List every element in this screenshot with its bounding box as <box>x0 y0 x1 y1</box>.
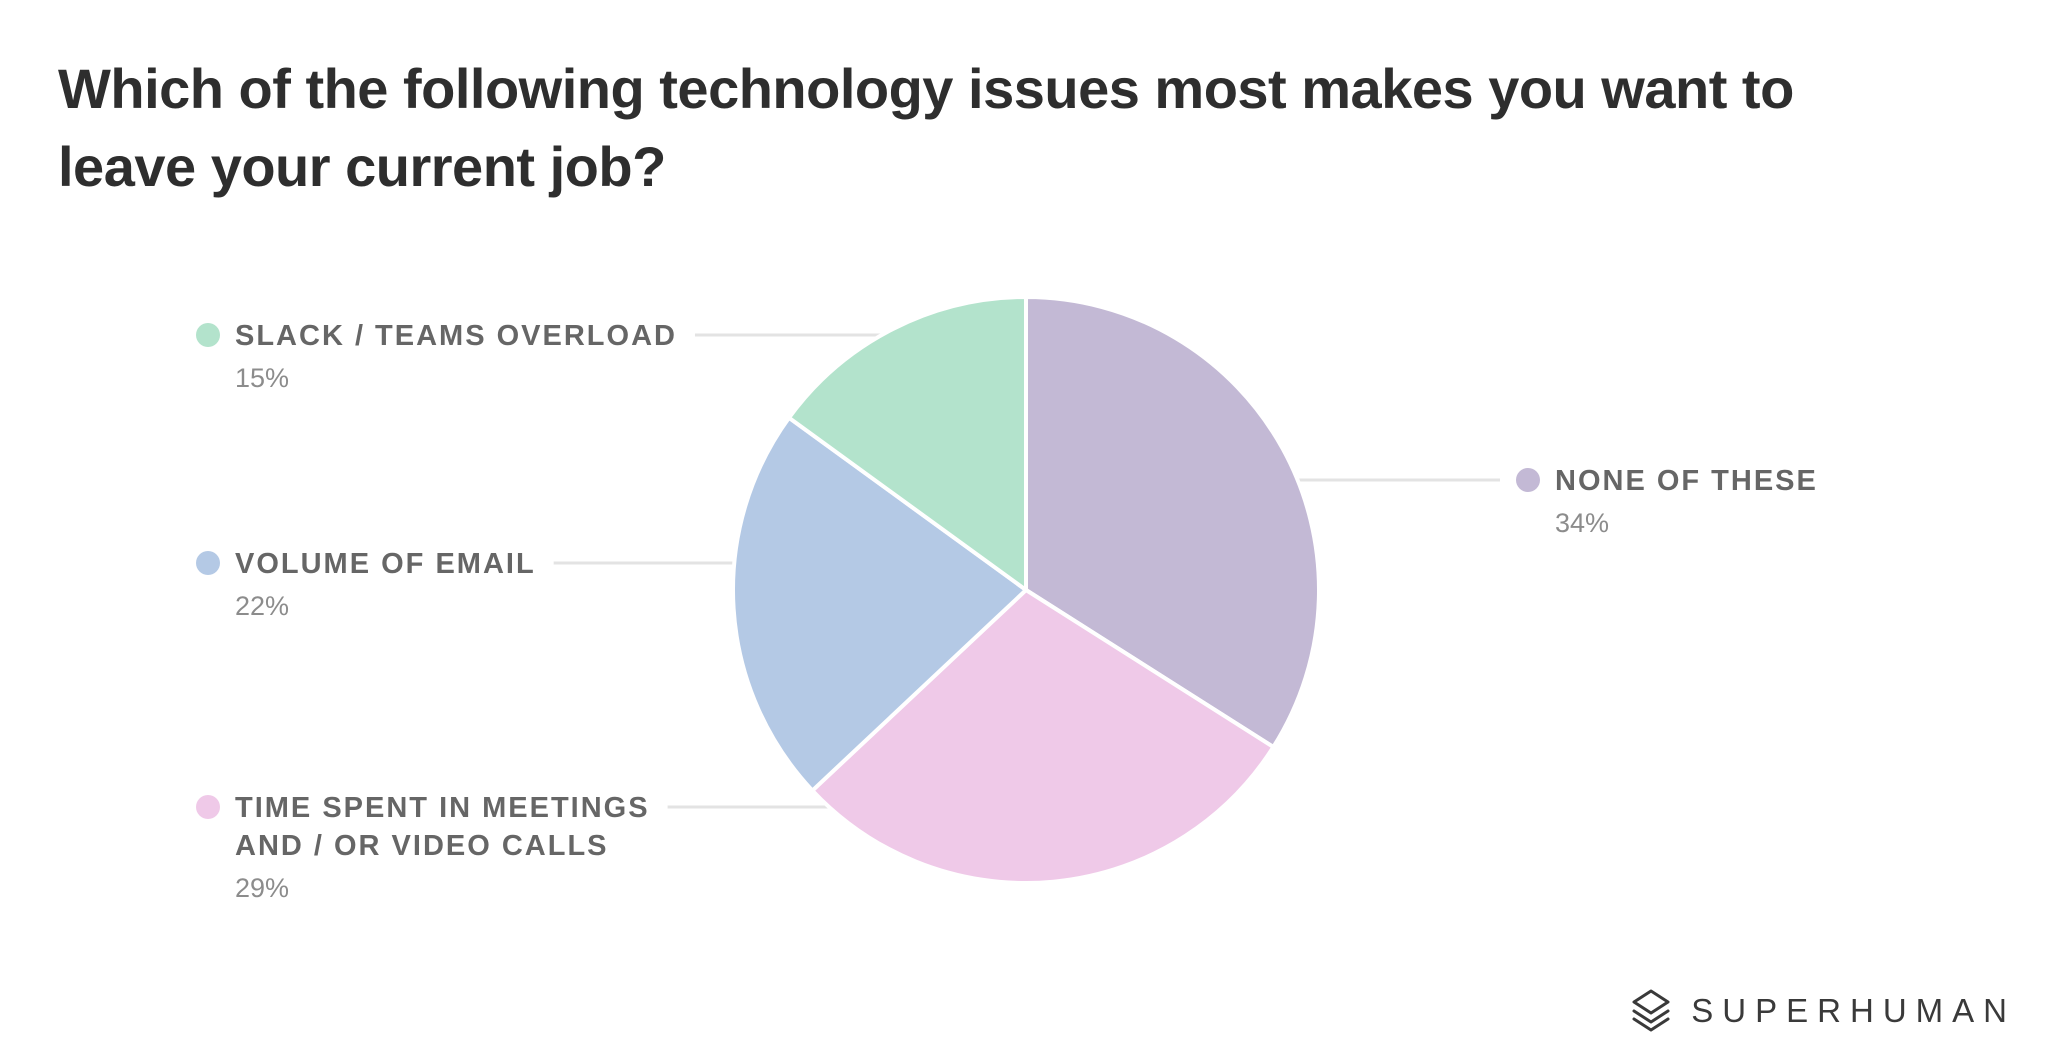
pie-slice-volume-of-email <box>731 415 1028 793</box>
legend-label: NONE OF THESE <box>1555 465 1818 497</box>
legend-value: 15% <box>235 363 289 393</box>
legend-item-none-of-these: NONE OF THESE 34% <box>1516 465 1818 538</box>
legend-swatch <box>196 551 220 575</box>
legend-label: SLACK / TEAMS OVERLOAD <box>235 320 677 352</box>
legend-label: TIME SPENT IN MEETINGS <box>235 792 650 824</box>
superhuman-logo-icon <box>1632 989 1670 1032</box>
legend-value: 34% <box>1555 508 1609 538</box>
legend-value: 29% <box>235 873 289 903</box>
legend-value: 22% <box>235 591 289 621</box>
legend-item-volume-of-email: VOLUME OF EMAIL 22% <box>196 548 536 621</box>
legend-swatch <box>196 795 220 819</box>
pie-legend: NONE OF THESE 34% TIME SPENT IN MEETINGS AN… <box>196 320 1818 903</box>
chart-title: Which of the following technology issues… <box>58 57 1794 198</box>
legend-label: AND / OR VIDEO CALLS <box>235 830 609 862</box>
legend-item-time-spent-in-meetings-and-or-video-calls: TIME SPENT IN MEETINGS AND / OR VIDEO CAL… <box>196 792 650 903</box>
brand-logo: SUPERHUMAN <box>1629 988 2016 1034</box>
brand-name: SUPERHUMAN <box>1691 992 2016 1029</box>
pie-slice-time-spent-in-meetings-and-or-video-calls <box>810 588 1276 886</box>
legend-item-slack-teams-overload: SLACK / TEAMS OVERLOAD 15% <box>196 320 677 393</box>
leader-lines <box>553 333 1500 809</box>
legend-swatch <box>1516 468 1540 492</box>
pie-slice-slack-teams-overload <box>786 295 1028 592</box>
legend-swatch <box>196 323 220 347</box>
pie-slices <box>731 295 1321 886</box>
legend-label: VOLUME OF EMAIL <box>235 548 536 580</box>
